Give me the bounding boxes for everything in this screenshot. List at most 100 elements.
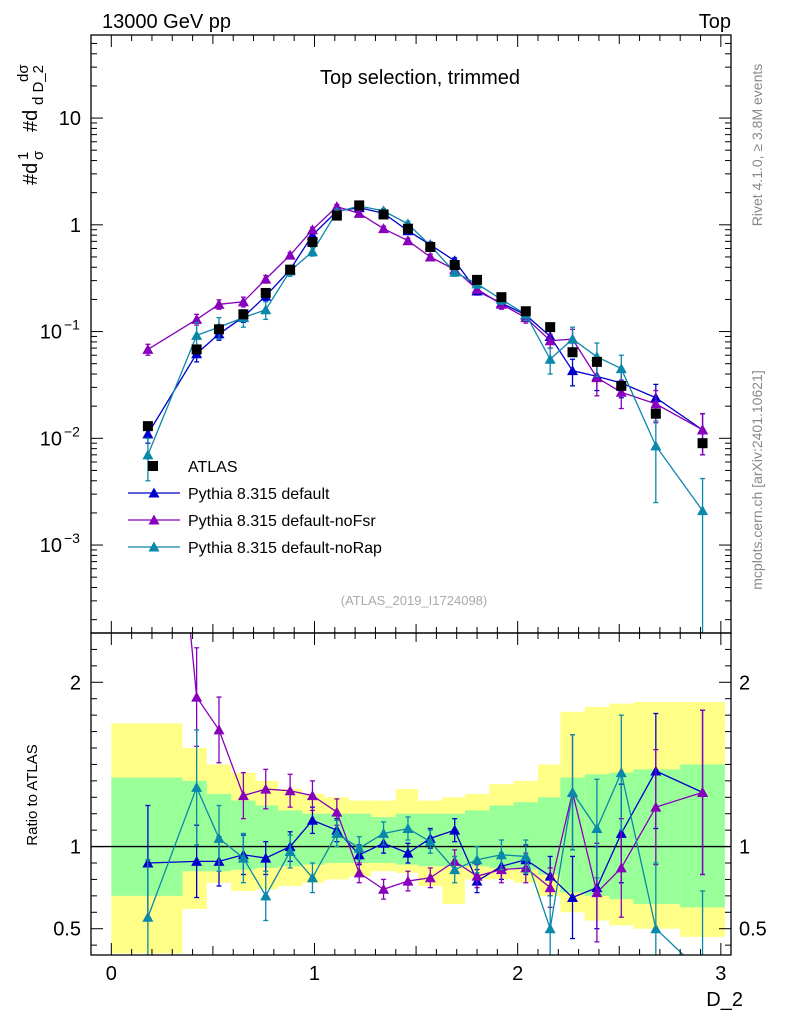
main-data-layer [142, 200, 709, 633]
series-line-default [147, 206, 703, 435]
marker-noFsr [591, 372, 603, 383]
marker-noFsr [697, 424, 709, 435]
ylabel-part: 1 [15, 152, 32, 160]
ratio-ytick-label: 0.5 [53, 919, 81, 941]
ratio-ytick-label-right: 2 [739, 672, 750, 694]
marker-noRap [650, 440, 662, 451]
marker-noFsr [306, 224, 318, 235]
marker-noRap [260, 304, 272, 315]
ratio-ytick-label-right: 1 [739, 837, 750, 859]
ratio-marker-default [567, 892, 579, 902]
ylabel-part: d D_2 [30, 65, 47, 105]
ylabel-part: #d [20, 163, 42, 185]
ratio-marker-noFsr [402, 875, 414, 886]
ratio-marker-noRap [424, 836, 436, 847]
marker-atlas [402, 223, 413, 234]
uncertainty-band-inner [442, 813, 465, 867]
ratio-line-default [147, 770, 703, 899]
ratio-marker-noRap [520, 850, 532, 861]
legend-marker-default [148, 487, 160, 498]
marker-atlas [472, 274, 483, 285]
plot-title: Top selection, trimmed [320, 67, 520, 89]
xtick-label: 1 [309, 963, 320, 985]
ratio-marker-noRap [402, 823, 414, 833]
ylabel-part: #d [20, 110, 42, 132]
ratio-marker-noRap [495, 849, 507, 860]
ratio-marker-noFsr [544, 882, 556, 893]
marker-noFsr [544, 335, 556, 346]
ratio-marker-noRap [697, 968, 708, 978]
marker-atlas [650, 408, 661, 419]
analysis-tag: (ATLAS_2019_I1724098) [341, 593, 487, 608]
ratio-ytick-label: 2 [70, 672, 81, 694]
marker-atlas [449, 260, 460, 271]
marker-atlas [520, 306, 531, 317]
marker-noFsr [260, 273, 272, 284]
marker-noFsr [213, 298, 225, 309]
ratio-marker-noFsr [331, 806, 343, 817]
marker-noFsr [331, 201, 343, 212]
ratio-ytick-label-right: 0.5 [739, 919, 767, 941]
xtick-label: 0 [106, 963, 117, 985]
main-frame [90, 34, 732, 634]
marker-noRap [615, 363, 627, 374]
ratio-marker-noFsr [424, 872, 436, 883]
ratio-data-layer [91, 633, 731, 978]
ratio-marker-noFsr [213, 724, 225, 735]
legend-label-noRap: Pythia 8.315 default-noRap [188, 540, 382, 557]
ratio-marker-default [402, 847, 414, 858]
ratio-marker-noRap [191, 781, 203, 792]
marker-noFsr [615, 386, 627, 397]
marker-atlas [331, 210, 342, 221]
main-ytick-exponent: −2 [64, 423, 80, 439]
ratio-marker-noFsr [471, 870, 483, 881]
main-ytick-label: 10 [40, 535, 62, 557]
marker-default [567, 365, 579, 376]
marker-noFsr [191, 313, 203, 324]
ratio-marker-noRap [378, 827, 390, 838]
ratio-marker-noFsr [191, 691, 203, 702]
legend-marker-atlas [148, 461, 158, 471]
ratio-marker-noFsr [353, 867, 365, 878]
uncertainty-band-inner [182, 780, 207, 872]
ratio-marker-noRap [142, 911, 154, 922]
marker-atlas [591, 356, 602, 367]
marker-noFsr [424, 251, 436, 262]
marker-noRap [449, 266, 461, 277]
marker-atlas [378, 209, 389, 220]
ratio-marker-noRap [284, 846, 296, 856]
legend: ATLAS Pythia 8.315 default Pythia 8.315 de… [128, 459, 382, 557]
marker-atlas [545, 322, 556, 333]
header-right: Top [699, 11, 731, 33]
ratio-marker-noRap [615, 767, 627, 778]
ratio-marker-noRap [237, 852, 249, 863]
ratio-marker-noFsr [237, 790, 249, 801]
marker-atlas [238, 309, 249, 320]
marker-noRap [544, 353, 556, 364]
ratio-marker-noRap [306, 872, 318, 883]
marker-atlas [425, 241, 436, 252]
marker-default [142, 428, 154, 439]
marker-noFsr [378, 223, 390, 234]
ratio-marker-noRap [331, 827, 343, 838]
ratio-marker-default [191, 855, 203, 866]
marker-noFsr [237, 296, 249, 307]
ratio-ytick-label: 1 [70, 837, 81, 859]
header-left: 13000 GeV pp [102, 11, 231, 33]
ratio-marker-noRap [471, 854, 483, 865]
uncertainty-band-inner [111, 777, 183, 896]
legend-label-noFsr: Pythia 8.315 default-noFsr [188, 513, 376, 530]
ratio-marker-noRap [260, 890, 272, 901]
marker-atlas [307, 237, 318, 248]
marker-atlas [697, 438, 708, 449]
ratio-ylabel: Ratio to ATLAS [24, 744, 41, 845]
ratio-marker-noRap [591, 823, 603, 833]
marker-atlas [496, 292, 507, 303]
uncertainty-band-inner [395, 813, 419, 865]
rivet-label: Rivet 4.1.0, ≥ 3.8M events [749, 64, 765, 227]
main-ytick-exponent: −3 [64, 530, 80, 546]
ratio-marker-noFsr [591, 887, 603, 898]
marker-noFsr [650, 398, 662, 409]
